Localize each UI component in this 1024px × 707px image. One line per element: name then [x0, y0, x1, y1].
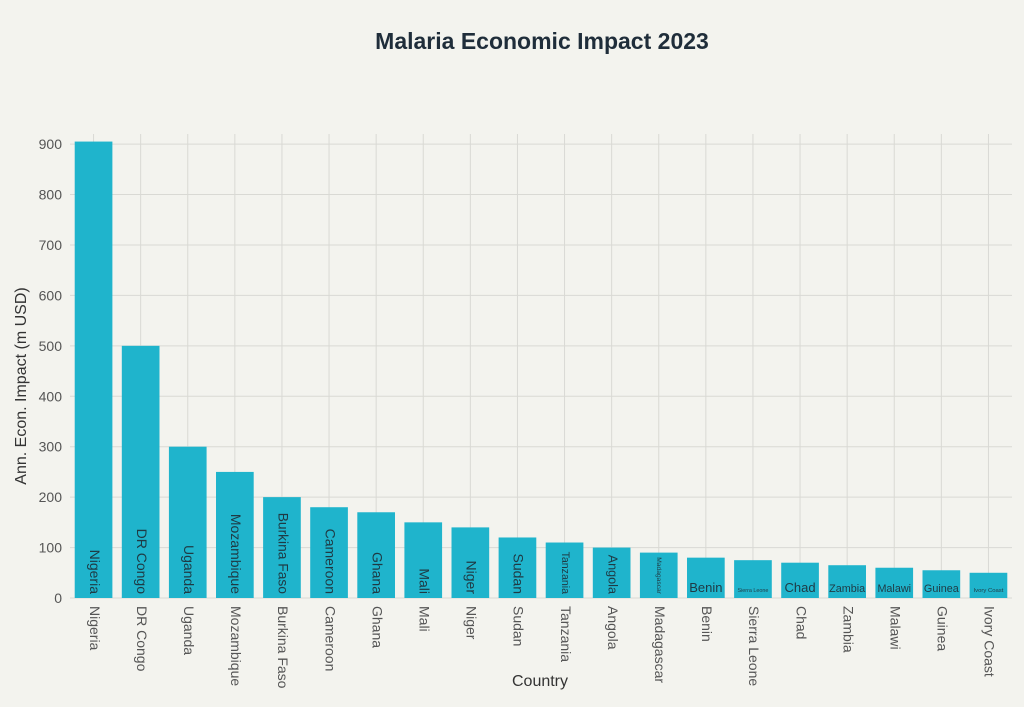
- y-tick-label: 400: [39, 388, 63, 404]
- chart-title: Malaria Economic Impact 2023: [375, 28, 709, 54]
- x-tick-label: Tanzania: [558, 606, 574, 662]
- x-tick-label: Ivory Coast: [982, 606, 998, 677]
- x-tick-label: Niger: [464, 606, 480, 640]
- bar[interactable]: [828, 565, 866, 598]
- x-tick-label: Nigeria: [87, 606, 103, 651]
- bar-value-label: Ivory Coast: [974, 588, 1004, 594]
- x-tick-label: Chad: [793, 606, 809, 639]
- bar[interactable]: [781, 562, 819, 598]
- x-tick-label: Zambia: [840, 606, 856, 653]
- bar[interactable]: [734, 560, 772, 598]
- y-tick-label: 0: [54, 590, 62, 606]
- bar[interactable]: [969, 572, 1008, 598]
- x-tick-label: Malawi: [888, 606, 904, 650]
- bar[interactable]: [451, 527, 490, 598]
- bar-value-label: Angola: [605, 555, 619, 594]
- bar[interactable]: [263, 497, 301, 598]
- bar[interactable]: [639, 552, 678, 598]
- bar-value-label: Tanzania: [559, 552, 571, 595]
- x-tick-label: Uganda: [181, 606, 197, 655]
- bar-value-label: DR Congo: [134, 529, 150, 595]
- bar[interactable]: [922, 570, 961, 598]
- x-axis-title: Country: [512, 673, 568, 690]
- bar-value-label: Mali: [417, 568, 433, 594]
- y-tick-label: 100: [39, 540, 63, 556]
- bar-value-label: Mozambique: [228, 514, 244, 594]
- x-tick-label: Ghana: [369, 606, 385, 648]
- x-tick-label: Sudan: [511, 606, 527, 646]
- y-tick-label: 800: [39, 187, 63, 203]
- bar-value-label: Sierra Leone: [738, 588, 769, 594]
- bar[interactable]: [121, 345, 160, 598]
- bar[interactable]: [357, 512, 395, 598]
- bar[interactable]: [216, 471, 254, 598]
- bar-value-label: Niger: [464, 561, 480, 595]
- bar[interactable]: [498, 537, 537, 598]
- x-tick-label: Sierra Leone: [746, 606, 762, 686]
- y-tick-label: 600: [39, 287, 63, 303]
- x-tick-label: Mali: [417, 606, 433, 632]
- bar-value-label: Nigeria: [87, 550, 103, 595]
- bar-value-label: Ghana: [369, 552, 385, 594]
- x-tick-label: DR Congo: [134, 606, 150, 672]
- y-tick-label: 700: [39, 237, 63, 253]
- bar-value-label: Guinea: [924, 583, 959, 595]
- bar-value-label: Benin: [689, 580, 722, 595]
- bar-value-label: Cameroon: [322, 529, 338, 594]
- bar-value-label: Chad: [785, 580, 816, 595]
- x-tick-label: Guinea: [935, 606, 951, 651]
- x-tick-label: Mozambique: [228, 606, 244, 686]
- x-tick-label: Angola: [605, 606, 621, 650]
- bar[interactable]: [545, 542, 584, 598]
- bar-value-label: Sudan: [511, 554, 527, 594]
- x-tick-label: Burkina Faso: [275, 606, 291, 689]
- bar[interactable]: [74, 141, 113, 598]
- bar[interactable]: [875, 567, 914, 598]
- y-tick-label: 900: [39, 136, 63, 152]
- bar[interactable]: [592, 547, 631, 598]
- y-tick-label: 500: [39, 338, 63, 354]
- y-axis-title: Ann. Econ. Impact (m USD): [13, 287, 30, 484]
- bar[interactable]: [687, 557, 725, 598]
- bar-value-label: Madagascar: [655, 557, 662, 595]
- bar-value-label: Malawi: [877, 583, 911, 595]
- bar-value-label: Zambia: [829, 583, 865, 595]
- x-tick-label: Madagascar: [652, 606, 668, 683]
- y-tick-label: 300: [39, 439, 63, 455]
- bar-value-label: Uganda: [181, 545, 197, 594]
- x-tick-label: Benin: [699, 606, 715, 642]
- bar[interactable]: [310, 507, 348, 598]
- bar[interactable]: [168, 446, 207, 598]
- y-tick-label: 200: [39, 489, 63, 505]
- bar[interactable]: [404, 522, 443, 598]
- bar-value-label: Burkina Faso: [275, 513, 290, 595]
- x-tick-label: Cameroon: [322, 606, 338, 671]
